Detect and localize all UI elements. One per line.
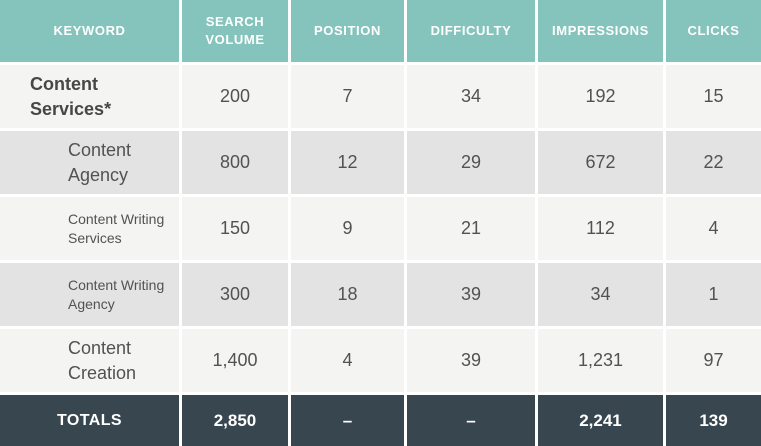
column-header-keyword: KEYWORD	[0, 0, 179, 62]
difficulty-cell: 34	[407, 65, 535, 128]
search-volume-cell: 200	[182, 65, 288, 128]
totals-impressions-cell: 2,241	[538, 395, 663, 446]
difficulty-cell: 39	[407, 329, 535, 392]
totals-label-cell: TOTALS	[0, 395, 179, 446]
clicks-cell: 22	[666, 131, 761, 194]
position-cell: 9	[291, 197, 404, 260]
difficulty-cell: 39	[407, 263, 535, 326]
impressions-cell: 34	[538, 263, 663, 326]
keyword-label: Content Agency	[68, 140, 132, 185]
clicks-cell: 1	[666, 263, 761, 326]
difficulty-cell: 29	[407, 131, 535, 194]
column-header-impressions: IMPRESSIONS	[538, 0, 663, 62]
search-volume-cell: 300	[182, 263, 288, 326]
position-cell: 12	[291, 131, 404, 194]
clicks-cell: 15	[666, 65, 761, 128]
difficulty-cell: 21	[407, 197, 535, 260]
keyword-cell: Content Services*	[0, 65, 179, 128]
keyword-cell: Content Writing Agency	[0, 263, 179, 326]
clicks-cell: 97	[666, 329, 761, 392]
totals-clicks-cell: 139	[666, 395, 761, 446]
totals-search-volume-cell: 2,850	[182, 395, 288, 446]
position-cell: 18	[291, 263, 404, 326]
impressions-cell: 1,231	[538, 329, 663, 392]
search-volume-cell: 1,400	[182, 329, 288, 392]
search-volume-cell: 150	[182, 197, 288, 260]
keyword-cell: Content Creation	[0, 329, 179, 392]
column-header-search-volume: SEARCH VOLUME	[182, 0, 288, 62]
search-volume-cell: 800	[182, 131, 288, 194]
impressions-cell: 192	[538, 65, 663, 128]
position-cell: 7	[291, 65, 404, 128]
keyword-cell: Content Writing Services	[0, 197, 179, 260]
totals-difficulty-cell: –	[407, 395, 535, 446]
keyword-label: Content Writing Services	[68, 210, 165, 246]
keyword-label: Content Services*	[30, 74, 112, 119]
impressions-cell: 112	[538, 197, 663, 260]
column-header-clicks: CLICKS	[666, 0, 761, 62]
position-cell: 4	[291, 329, 404, 392]
impressions-cell: 672	[538, 131, 663, 194]
keyword-label: Content Creation	[68, 338, 137, 383]
column-header-difficulty: DIFFICULTY	[407, 0, 535, 62]
keyword-label: Content Writing Agency	[68, 276, 165, 312]
totals-position-cell: –	[291, 395, 404, 446]
clicks-cell: 4	[666, 197, 761, 260]
keyword-cell: Content Agency	[0, 131, 179, 194]
column-header-position: POSITION	[291, 0, 404, 62]
